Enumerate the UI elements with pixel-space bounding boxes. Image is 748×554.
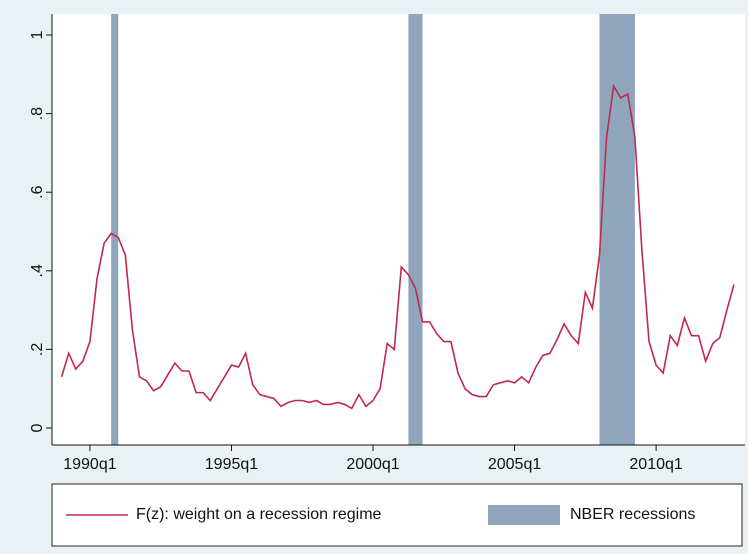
x-tick-label: 2010q1: [629, 456, 682, 473]
x-tick-label: 1995q1: [205, 456, 258, 473]
y-tick-label: .8: [29, 107, 46, 120]
x-tick-label: 2005q1: [488, 456, 541, 473]
y-tick-label: .4: [29, 264, 46, 277]
recession-band: [111, 14, 119, 445]
y-tick-label: 1: [29, 30, 46, 39]
legend-label: NBER recessions: [570, 506, 695, 523]
recession-band: [408, 14, 423, 445]
legend-band-swatch: [488, 505, 560, 525]
y-tick-label: .6: [29, 185, 46, 198]
data-line: [60, 83, 735, 410]
x-tick-label: 2000q1: [346, 456, 399, 473]
y-tick-label: 0: [29, 423, 46, 432]
x-tick-label: 1990q1: [63, 456, 116, 473]
y-tick-label: .2: [29, 343, 46, 356]
recession-band: [599, 14, 635, 445]
legend-box: [51, 483, 743, 547]
legend-label: F(z): weight on a recession regime: [136, 506, 382, 523]
